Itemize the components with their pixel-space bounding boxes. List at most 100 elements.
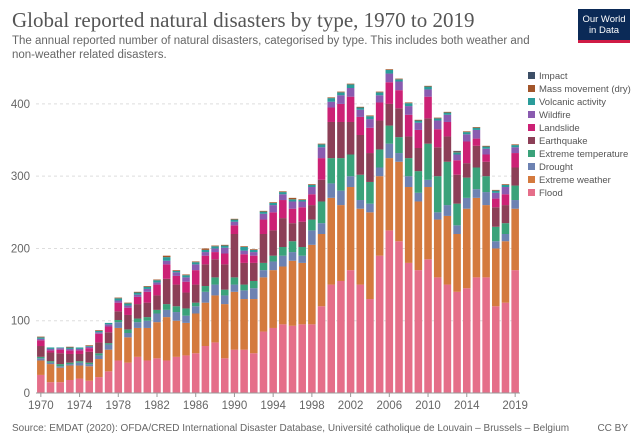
bar-segment[interactable] [85, 362, 94, 365]
bar-segment[interactable] [443, 112, 452, 115]
bar-segment[interactable] [114, 302, 123, 312]
bar-segment[interactable] [114, 298, 123, 301]
legend-item[interactable]: Landslide [528, 123, 580, 134]
bar-segment[interactable] [404, 106, 413, 115]
bar-segment[interactable] [375, 149, 384, 168]
legend-item[interactable]: Mass movement (dry) [528, 84, 631, 95]
bar-segment[interactable] [37, 338, 45, 341]
bar-segment[interactable] [317, 143, 326, 145]
bar-segment[interactable] [66, 350, 74, 354]
bar-segment[interactable] [220, 244, 229, 246]
bar-segment[interactable] [269, 270, 277, 328]
bar-segment[interactable] [337, 95, 345, 104]
bar-segment[interactable] [104, 344, 113, 350]
bar-segment[interactable] [153, 295, 161, 310]
bar-segment[interactable] [414, 129, 423, 148]
bar-segment[interactable] [211, 248, 219, 253]
bar-segment[interactable] [385, 125, 394, 144]
bar-segment[interactable] [433, 117, 442, 119]
bar-segment[interactable] [143, 360, 152, 393]
bar-segment[interactable] [337, 205, 345, 281]
bar-segment[interactable] [201, 252, 210, 256]
bar-segment[interactable] [424, 85, 432, 87]
bar-segment[interactable] [472, 189, 481, 198]
bar-segment[interactable] [492, 306, 500, 393]
bar-segment[interactable] [95, 332, 103, 334]
bar-segment[interactable] [114, 311, 123, 320]
bar-segment[interactable] [288, 201, 297, 209]
bar-segment[interactable] [85, 345, 94, 347]
bar-segment[interactable] [395, 108, 403, 138]
bar-segment[interactable] [201, 286, 210, 292]
bar-segment[interactable] [182, 292, 190, 309]
bar-segment[interactable] [395, 161, 403, 242]
bar-segment[interactable] [85, 380, 94, 393]
bar-segment[interactable] [443, 121, 452, 137]
bar-segment[interactable] [433, 147, 442, 177]
bar-segment[interactable] [220, 253, 229, 265]
bar-segment[interactable] [511, 144, 519, 146]
bar-segment[interactable] [346, 121, 355, 155]
bar-segment[interactable] [385, 230, 394, 393]
bar-segment[interactable] [75, 347, 84, 349]
bar-segment[interactable] [395, 78, 403, 80]
bar-segment[interactable] [46, 362, 55, 365]
bar-segment[interactable] [143, 291, 152, 303]
bar-segment[interactable] [288, 260, 297, 326]
bar-segment[interactable] [182, 322, 190, 356]
bar-segment[interactable] [288, 197, 297, 200]
bar-segment[interactable] [414, 119, 423, 121]
bar-segment[interactable] [211, 284, 219, 296]
bar-segment[interactable] [66, 362, 74, 365]
bar-segment[interactable] [501, 234, 510, 242]
bar-segment[interactable] [462, 131, 471, 133]
bar-segment[interactable] [317, 147, 326, 159]
bar-segment[interactable] [153, 313, 161, 323]
bar-segment[interactable] [482, 176, 490, 193]
bar-segment[interactable] [182, 355, 190, 393]
bar-segment[interactable] [172, 272, 181, 276]
bar-segment[interactable] [153, 284, 161, 296]
bar-segment[interactable] [511, 200, 519, 209]
bar-segment[interactable] [191, 313, 200, 354]
bar-segment[interactable] [346, 187, 355, 271]
bar-segment[interactable] [472, 127, 481, 130]
bar-segment[interactable] [230, 284, 239, 292]
bar-segment[interactable] [75, 378, 84, 393]
bar-segment[interactable] [288, 325, 297, 393]
bar-segment[interactable] [279, 194, 287, 201]
bar-segment[interactable] [46, 350, 55, 353]
bar-segment[interactable] [250, 280, 258, 289]
bar-segment[interactable] [269, 327, 277, 393]
bar-segment[interactable] [230, 234, 239, 278]
bar-segment[interactable] [308, 184, 316, 185]
bar-segment[interactable] [124, 303, 132, 306]
bar-segment[interactable] [511, 185, 519, 201]
bar-segment[interactable] [240, 250, 248, 255]
bar-segment[interactable] [162, 360, 171, 393]
bar-segment[interactable] [482, 205, 490, 278]
bar-segment[interactable] [327, 121, 336, 159]
bar-segment[interactable] [433, 219, 442, 278]
bar-segment[interactable] [153, 322, 161, 359]
bar-segment[interactable] [443, 161, 452, 206]
bar-segment[interactable] [433, 212, 442, 220]
bar-segment[interactable] [366, 153, 374, 182]
bar-segment[interactable] [298, 324, 306, 393]
bar-segment[interactable] [472, 129, 481, 139]
bar-segment[interactable] [66, 348, 74, 351]
bar-segment[interactable] [240, 254, 248, 263]
bar-segment[interactable] [37, 356, 45, 359]
bar-segment[interactable] [462, 134, 471, 142]
bar-segment[interactable] [37, 337, 45, 339]
bar-segment[interactable] [462, 197, 471, 209]
bar-segment[interactable] [492, 241, 500, 249]
bar-segment[interactable] [472, 145, 481, 168]
bar-segment[interactable] [337, 158, 345, 191]
bar-segment[interactable] [395, 153, 403, 162]
bar-segment[interactable] [395, 90, 403, 109]
bar-segment[interactable] [46, 352, 55, 362]
bar-segment[interactable] [124, 329, 132, 334]
bar-segment[interactable] [153, 309, 161, 314]
bar-segment[interactable] [75, 350, 84, 354]
